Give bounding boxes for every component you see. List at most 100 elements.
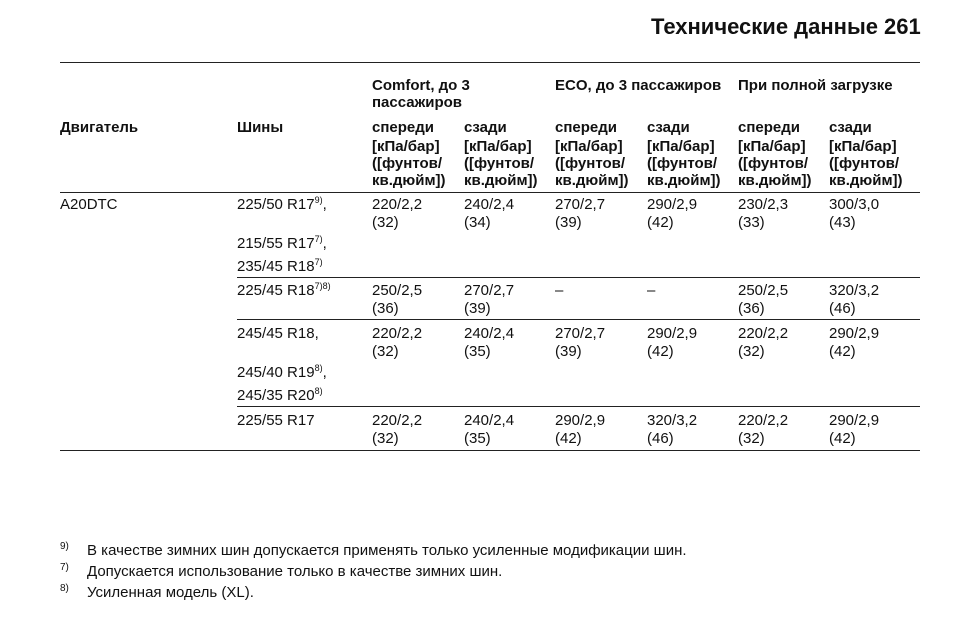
pressure-value: 220/2,2 <box>372 412 423 429</box>
pressure-value: 220/2,2 <box>372 196 423 213</box>
pressure-value: (46) <box>647 430 674 447</box>
tire-name: 225/50 R17 <box>237 196 315 213</box>
punctuation: , <box>322 364 327 381</box>
pressure-value: (46) <box>829 300 856 317</box>
punctuation: , <box>322 196 327 213</box>
pressure-value: 230/2,3 <box>738 196 789 213</box>
rule <box>237 319 920 320</box>
pressure-value: 270/2,7 <box>555 196 606 213</box>
pressure-value: 240/2,4 <box>464 325 515 342</box>
unit-label: ([фунтов/ <box>464 155 535 172</box>
column-header: Шины <box>237 119 284 136</box>
group-header: Comfort, до 3 пассажиров <box>372 77 470 111</box>
tire-size: 225/45 R187)8) <box>237 282 331 300</box>
tire-name: 215/55 R17 <box>237 235 315 252</box>
pressure-value: (42) <box>647 343 674 360</box>
pressure-value: 320/3,2 <box>829 282 880 299</box>
tire-name: 245/35 R20 <box>237 387 315 404</box>
pressure-value: 220/2,2 <box>738 325 789 342</box>
pressure-value: 320/3,2 <box>647 412 698 429</box>
footnote-ref: 8) <box>314 386 323 396</box>
rule <box>237 406 920 407</box>
pressure-value: (33) <box>738 214 765 231</box>
unit-label: ([фунтов/ <box>372 155 443 172</box>
pressure-value: 270/2,7 <box>555 325 606 342</box>
tire-name: 225/45 R18 <box>237 282 315 299</box>
footnote-ref: 7) <box>314 234 323 244</box>
footnote-mark: 7) <box>60 562 69 573</box>
unit-label: кв.дюйм]) <box>647 172 721 189</box>
pressure-value: 240/2,4 <box>464 412 515 429</box>
rule <box>60 192 920 193</box>
pressure-value: (42) <box>829 343 856 360</box>
unit-label: [кПа/бар] <box>372 138 440 155</box>
engine: A20DTC <box>60 196 118 213</box>
tire-name: 245/45 R18 <box>237 325 315 342</box>
pressure-value: 220/2,2 <box>372 325 423 342</box>
unit-label: ([фунтов/ <box>647 155 718 172</box>
unit-label: [кПа/бар] <box>647 138 715 155</box>
pressure-value: 220/2,2 <box>738 412 789 429</box>
unit-label: кв.дюйм]) <box>829 172 903 189</box>
tire-size: 245/40 R198), <box>237 363 327 382</box>
pressure-value: (36) <box>738 300 765 317</box>
pressure-value: 240/2,4 <box>464 196 515 213</box>
pressure-value: 250/2,5 <box>738 282 789 299</box>
footnote-mark: 8) <box>60 583 69 594</box>
unit-label: [кПа/бар] <box>464 138 532 155</box>
tire-size: 225/55 R17 <box>237 412 315 429</box>
footnote-ref: 8) <box>314 363 323 373</box>
page-title: Технические данные <box>651 14 878 39</box>
rule <box>60 450 920 451</box>
pressure-value: 270/2,7 <box>464 282 515 299</box>
pressure-value: (42) <box>647 214 674 231</box>
pressure-value: (32) <box>738 430 765 447</box>
tire-size: 225/50 R179), <box>237 195 327 214</box>
group-header: При полной загрузке <box>738 77 893 94</box>
rule <box>237 277 920 278</box>
unit-label: ([фунтов/ <box>555 155 626 172</box>
pressure-value: (32) <box>372 430 399 447</box>
tire-size: 245/45 R18, <box>237 325 319 342</box>
column-header: сзади <box>647 119 690 136</box>
group-header: ECO, до 3 пассажиров <box>555 77 722 94</box>
footnote-text: Усиленная модель (XL). <box>87 584 254 601</box>
tire-size: 245/35 R208) <box>237 386 323 405</box>
pressure-value: 300/3,0 <box>829 196 880 213</box>
column-header: сзади <box>829 119 872 136</box>
page-number: 261 <box>884 14 921 39</box>
pressure-value: (35) <box>464 430 491 447</box>
pressure-value: 290/2,9 <box>829 412 880 429</box>
tire-size: 215/55 R177), <box>237 234 327 253</box>
footnote-ref: 9) <box>314 195 323 205</box>
tire-size: 235/45 R187) <box>237 258 323 276</box>
tire-name: 225/55 R17 <box>237 412 315 429</box>
pressure-value: (39) <box>555 343 582 360</box>
pressure-value: (39) <box>555 214 582 231</box>
pressure-value: 290/2,9 <box>555 412 606 429</box>
column-header: спереди <box>372 119 434 136</box>
footnote-text: Допускается использование только в качес… <box>87 563 503 580</box>
pressure-value: – <box>647 282 656 299</box>
unit-label: [кПа/бар] <box>738 138 806 155</box>
unit-label: кв.дюйм]) <box>555 172 629 189</box>
pressure-value: 290/2,9 <box>647 196 698 213</box>
tire-name: 245/40 R19 <box>237 364 315 381</box>
pressure-value: 290/2,9 <box>829 325 880 342</box>
tire-name: 235/45 R18 <box>237 258 315 275</box>
footnote-mark: 9) <box>60 541 69 552</box>
unit-label: [кПа/бар] <box>829 138 897 155</box>
unit-label: кв.дюйм]) <box>464 172 538 189</box>
pressure-value: (42) <box>555 430 582 447</box>
rule <box>60 62 920 63</box>
pressure-value: (32) <box>372 343 399 360</box>
column-header: спереди <box>738 119 800 136</box>
pressure-value: (35) <box>464 343 491 360</box>
unit-label: кв.дюйм]) <box>738 172 812 189</box>
column-header: Двигатель <box>60 119 139 136</box>
unit-label: [кПа/бар] <box>555 138 623 155</box>
punctuation: , <box>322 235 327 252</box>
pressure-value: (39) <box>464 300 491 317</box>
pressure-value: (32) <box>372 214 399 231</box>
